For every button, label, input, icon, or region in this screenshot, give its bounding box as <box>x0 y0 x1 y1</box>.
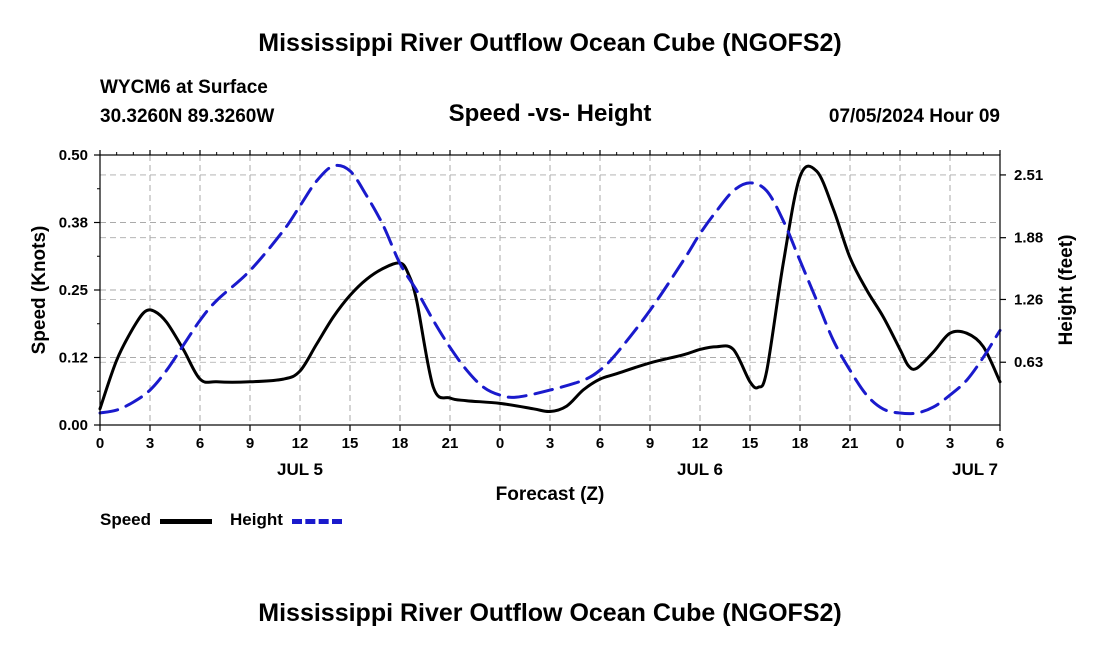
y2-tick-label: 2.51 <box>1014 167 1043 184</box>
grid <box>100 155 1000 425</box>
date-label: JUL 7 <box>952 460 998 479</box>
x-tick-label: 0 <box>896 435 904 452</box>
y-axis-label-right: Height (feet) <box>1056 235 1077 346</box>
x-tick-label: 12 <box>692 435 709 452</box>
chart-subtitle: Speed -vs- Height <box>448 100 652 127</box>
x-tick-label: 0 <box>496 435 504 452</box>
y-axis-label-left: Speed (Knots) <box>29 226 50 355</box>
x-tick-label: 3 <box>146 435 154 452</box>
y-tick-label: 0.50 <box>59 147 88 164</box>
forecast-timestamp: 07/05/2024 Hour 09 <box>828 106 1000 127</box>
x-tick-label: 15 <box>742 435 759 452</box>
x-tick-label: 15 <box>342 435 359 452</box>
series-layer <box>98 163 1002 416</box>
legend-speed-label: Speed <box>100 510 152 529</box>
y-tick-label: 0.00 <box>59 417 88 434</box>
y2-tick-label: 1.88 <box>1014 230 1043 247</box>
bottom-title: Mississippi River Outflow Ocean Cube (NG… <box>258 599 842 627</box>
ticks: 0 3 6 9 12 15 18 21 0 3 6 9 12 15 18 21 0 3 6 JUL 5 JUL 6 JUL… <box>59 147 1043 479</box>
x-tick-label: 6 <box>596 435 604 452</box>
date-label: JUL 5 <box>277 460 323 479</box>
y-tick-label: 0.38 <box>59 215 88 232</box>
station-coords: 30.3260N 89.3260W <box>100 106 275 127</box>
legend-height-line <box>292 519 342 524</box>
x-tick-label: 3 <box>546 435 554 452</box>
x-tick-label: 12 <box>292 435 309 452</box>
x-tick-label: 18 <box>392 435 409 452</box>
x-axis-label: Forecast (Z) <box>496 484 605 505</box>
main-title: Mississippi River Outflow Ocean Cube (NG… <box>258 29 842 57</box>
x-tick-label: 21 <box>842 435 859 452</box>
y-tick-label: 0.12 <box>59 350 88 367</box>
y-tick-label: 0.25 <box>59 282 88 299</box>
x-tick-label: 6 <box>196 435 204 452</box>
y2-tick-label: 0.63 <box>1014 354 1043 371</box>
legend-speed-line <box>160 519 212 524</box>
x-tick-label: 9 <box>646 435 654 452</box>
height-series-line <box>98 163 1002 416</box>
x-tick-label: 9 <box>246 435 254 452</box>
x-tick-label: 21 <box>442 435 459 452</box>
x-tick-label: 6 <box>996 435 1004 452</box>
speed-series-line <box>98 164 1002 414</box>
x-tick-label: 18 <box>792 435 809 452</box>
y2-tick-label: 1.26 <box>1014 291 1043 308</box>
station-name: WYCM6 at Surface <box>100 77 268 98</box>
x-tick-label: 0 <box>96 435 104 452</box>
x-tick-label: 3 <box>946 435 954 452</box>
date-label: JUL 6 <box>677 460 723 479</box>
legend-height-label: Height <box>230 510 283 529</box>
